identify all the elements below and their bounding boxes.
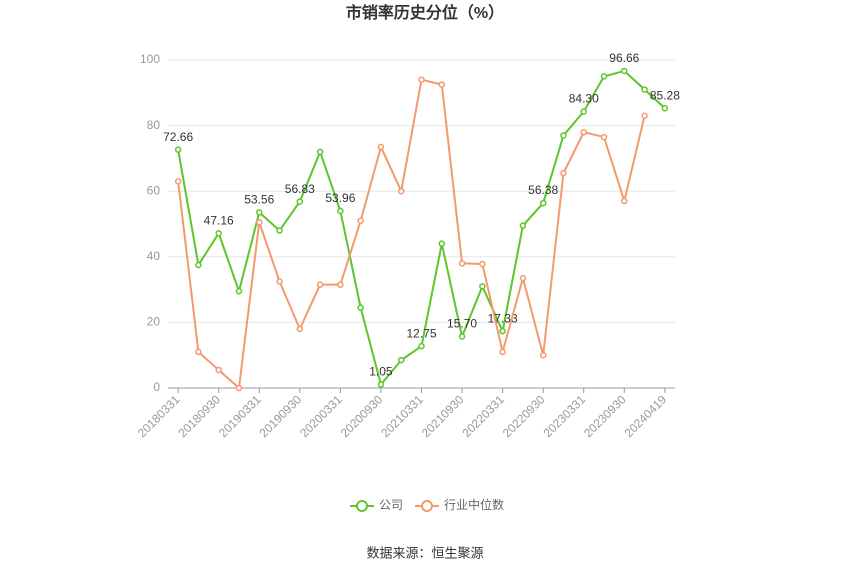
data-point [621, 67, 628, 75]
data-point [174, 178, 182, 185]
y-tick-label: 60 [147, 183, 161, 197]
data-label: 56.38 [528, 183, 558, 197]
x-tick-label: 20200930 [338, 392, 386, 440]
data-point [316, 281, 324, 288]
data-point [276, 278, 283, 285]
data-point [580, 108, 587, 115]
series-line [177, 78, 646, 391]
data-point [195, 348, 202, 356]
data-point [641, 112, 648, 120]
data-point [377, 381, 385, 388]
y-tick-label: 80 [147, 118, 161, 132]
x-tick-label: 20180930 [175, 392, 223, 440]
data-label: 1.05 [369, 365, 393, 379]
data-point [438, 240, 446, 247]
data-point [397, 187, 405, 195]
data-label: 56.83 [285, 182, 315, 196]
y-tick-label: 100 [140, 52, 160, 66]
x-tick-label: 20190331 [216, 392, 264, 440]
data-label: 15.70 [447, 317, 477, 331]
data-point [215, 230, 222, 237]
data-label: 84.30 [569, 92, 599, 106]
data-point [418, 76, 425, 83]
data-label: 47.16 [204, 213, 234, 227]
x-tick-label: 20210930 [419, 392, 467, 440]
data-point [600, 133, 608, 141]
data-point [560, 169, 567, 177]
x-tick-label: 20190930 [257, 392, 305, 440]
data-point [539, 199, 547, 207]
data-point [458, 260, 466, 267]
legend-item: 公司 [350, 498, 403, 512]
data-point [560, 132, 567, 139]
x-tick-label: 20230930 [581, 392, 629, 440]
data-point [235, 384, 243, 392]
data-point [296, 198, 304, 205]
data-point [641, 86, 648, 93]
data-point [438, 81, 446, 88]
data-point [479, 283, 486, 290]
data-point [661, 105, 669, 112]
data-point [418, 342, 425, 350]
x-tick-label: 20240419 [622, 392, 670, 440]
x-tick-label: 20220930 [500, 392, 548, 440]
data-label: 53.96 [325, 191, 355, 205]
data-label: 96.66 [609, 51, 639, 65]
data-point [256, 209, 263, 216]
data-point [276, 227, 283, 234]
data-point [337, 207, 344, 215]
data-point [519, 274, 527, 282]
data-point [397, 356, 405, 364]
legend-marker [356, 500, 368, 512]
chart-title: 市销率历史分位（%） [346, 3, 504, 22]
y-tick-label: 40 [147, 249, 161, 263]
data-point [235, 287, 243, 295]
data-point [256, 219, 263, 226]
x-tick-label: 20220331 [459, 392, 507, 440]
data-point [621, 197, 628, 205]
data-label: 53.56 [244, 192, 274, 206]
data-point [499, 327, 506, 335]
legend-label: 公司 [379, 498, 403, 512]
x-tick-label: 20230331 [540, 392, 588, 440]
data-label: 85.28 [650, 88, 680, 102]
data-point [458, 333, 466, 340]
data-point [580, 128, 587, 136]
data-point [479, 260, 486, 268]
data-point [357, 304, 364, 311]
legend-marker [421, 500, 433, 512]
data-point [499, 348, 506, 356]
source-note: 数据来源：恒生聚源 [366, 545, 483, 560]
data-point [337, 281, 344, 288]
data-point [377, 143, 385, 151]
x-tick-label: 20180331 [135, 392, 183, 440]
legend-item: 行业中位数 [415, 497, 504, 512]
data-point [519, 222, 527, 229]
legend-label: 行业中位数 [444, 497, 504, 512]
data-point [316, 148, 324, 156]
data-label: 72.66 [163, 130, 193, 144]
data-label: 12.75 [406, 326, 436, 340]
x-tick-label: 20200331 [297, 392, 345, 440]
data-point [357, 217, 364, 224]
data-point [215, 366, 222, 374]
y-tick-label: 0 [153, 380, 160, 394]
x-tick-label: 20210331 [378, 392, 426, 440]
data-point [296, 325, 304, 333]
data-point [195, 261, 202, 269]
data-point [539, 351, 547, 359]
data-point [174, 146, 182, 153]
y-tick-label: 20 [147, 315, 161, 329]
data-point [600, 73, 608, 80]
